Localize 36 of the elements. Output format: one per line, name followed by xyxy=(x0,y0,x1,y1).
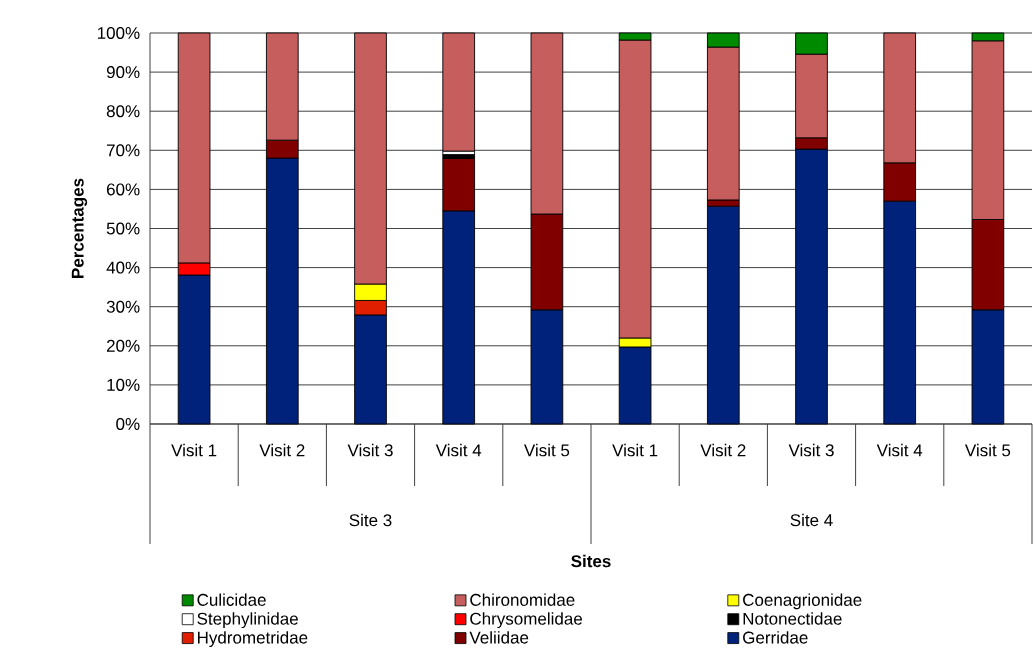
legend-label: Culicidae xyxy=(197,593,266,606)
bar xyxy=(706,205,740,425)
y-tick-label: 40% xyxy=(106,261,140,274)
legend-label: Chironomidae xyxy=(470,593,575,606)
x-tick-label: Visit 1 xyxy=(171,443,217,457)
y-tick-label: 50% xyxy=(106,222,140,235)
x-tick-label: Visit 2 xyxy=(700,443,746,457)
x-tick-label: Visit 2 xyxy=(259,443,305,457)
text: Sites xyxy=(571,554,611,568)
y-tick-label: 100% xyxy=(97,26,140,40)
x-tick-label: Visit 5 xyxy=(523,443,570,457)
y-tick-label: 30% xyxy=(106,300,140,313)
y-tick-label: 80% xyxy=(106,105,140,118)
legend-label: Stephylinidae xyxy=(197,612,298,629)
x-tick-label: Visit 3 xyxy=(347,443,393,457)
y-tick-label: 60% xyxy=(106,183,140,196)
bar xyxy=(442,32,476,152)
x-tick-label: Visit 1 xyxy=(612,443,658,457)
y-tick-label: 20% xyxy=(106,339,140,352)
legend-label: Notonectidae xyxy=(743,612,842,625)
legend-label: Veliidae xyxy=(469,631,529,644)
y-tick-label: 10% xyxy=(107,378,140,391)
legend-label: Gerridae xyxy=(743,631,808,644)
y-tick-label: 0% xyxy=(116,417,140,431)
legend-label: Chrysomelidae xyxy=(470,612,583,629)
x-tick-label: Visit 4 xyxy=(876,443,923,457)
legend-label: Coenagrionidae xyxy=(743,593,862,610)
x-tick-label: Visit 3 xyxy=(788,443,834,457)
x-tick-label: Visit 4 xyxy=(435,443,482,457)
x-tick-label: Visit 5 xyxy=(964,443,1011,457)
y-tick-label: 90% xyxy=(106,66,140,79)
y-axis-title: Percentages xyxy=(71,178,88,278)
y-tick-label: 70% xyxy=(106,144,140,157)
legend-label: Hydrometridae xyxy=(198,631,308,647)
text: Site 3 xyxy=(349,513,392,527)
text: Site 4 xyxy=(790,513,833,527)
